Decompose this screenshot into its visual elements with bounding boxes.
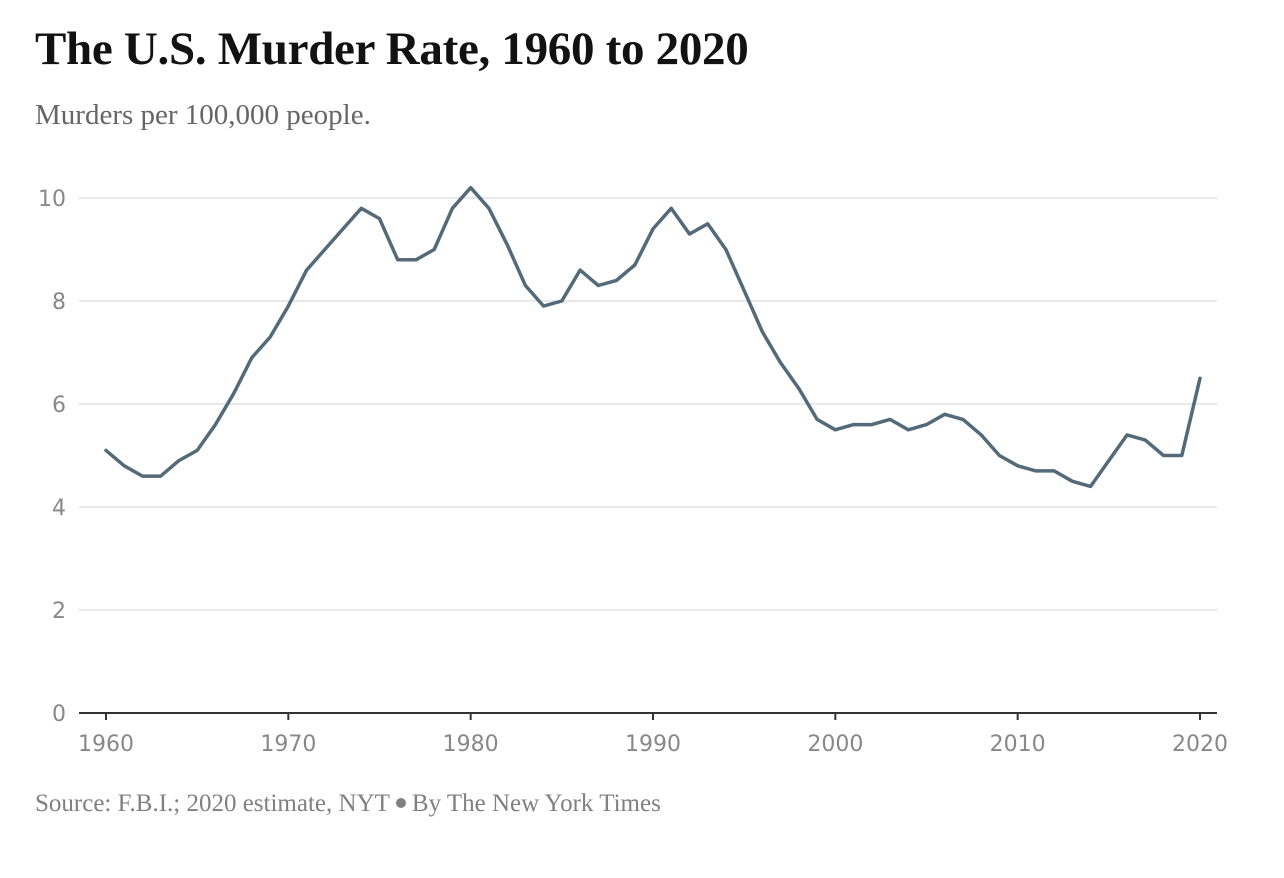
grid-lines [79,197,1217,611]
source-note: Source: F.B.I.; 2020 estimate, NYT [35,790,390,817]
y-tick-label: 4 [52,496,66,521]
x-tick-label: 1970 [260,732,316,757]
y-tick-label: 0 [52,702,66,727]
x-tick-label: 2010 [990,732,1046,757]
line-chart: 0 2 4 6 8 10 1960 1970 1980 1990 2000 2010 2020 [38,185,1228,757]
separator-dot-icon [395,798,406,809]
x-tick-label: 1990 [625,732,681,757]
x-tick-label: 2000 [807,732,863,757]
y-tick-label: 2 [52,599,66,624]
x-tick-label: 2020 [1172,732,1228,757]
chart-footer: Source: F.B.I.; 2020 estimate, NYT By The… [35,790,661,818]
chart-subtitle: Murders per 100,000 people. [35,99,371,131]
byline: By The New York Times [411,790,661,817]
y-tick-label: 8 [52,290,66,315]
series-layer [104,185,1202,489]
y-tick-label: 6 [52,393,66,418]
y-axis-tick-labels: 0 2 4 6 8 10 [38,187,66,727]
x-axis: 1960 1970 1980 1990 2000 2010 2020 [78,712,1228,757]
series-line [104,185,1202,489]
x-tick-label: 1960 [78,732,134,757]
y-tick-label: 10 [38,187,66,212]
chart-title: The U.S. Murder Rate, 1960 to 2020 [35,23,749,75]
x-tick-label: 1980 [443,732,499,757]
